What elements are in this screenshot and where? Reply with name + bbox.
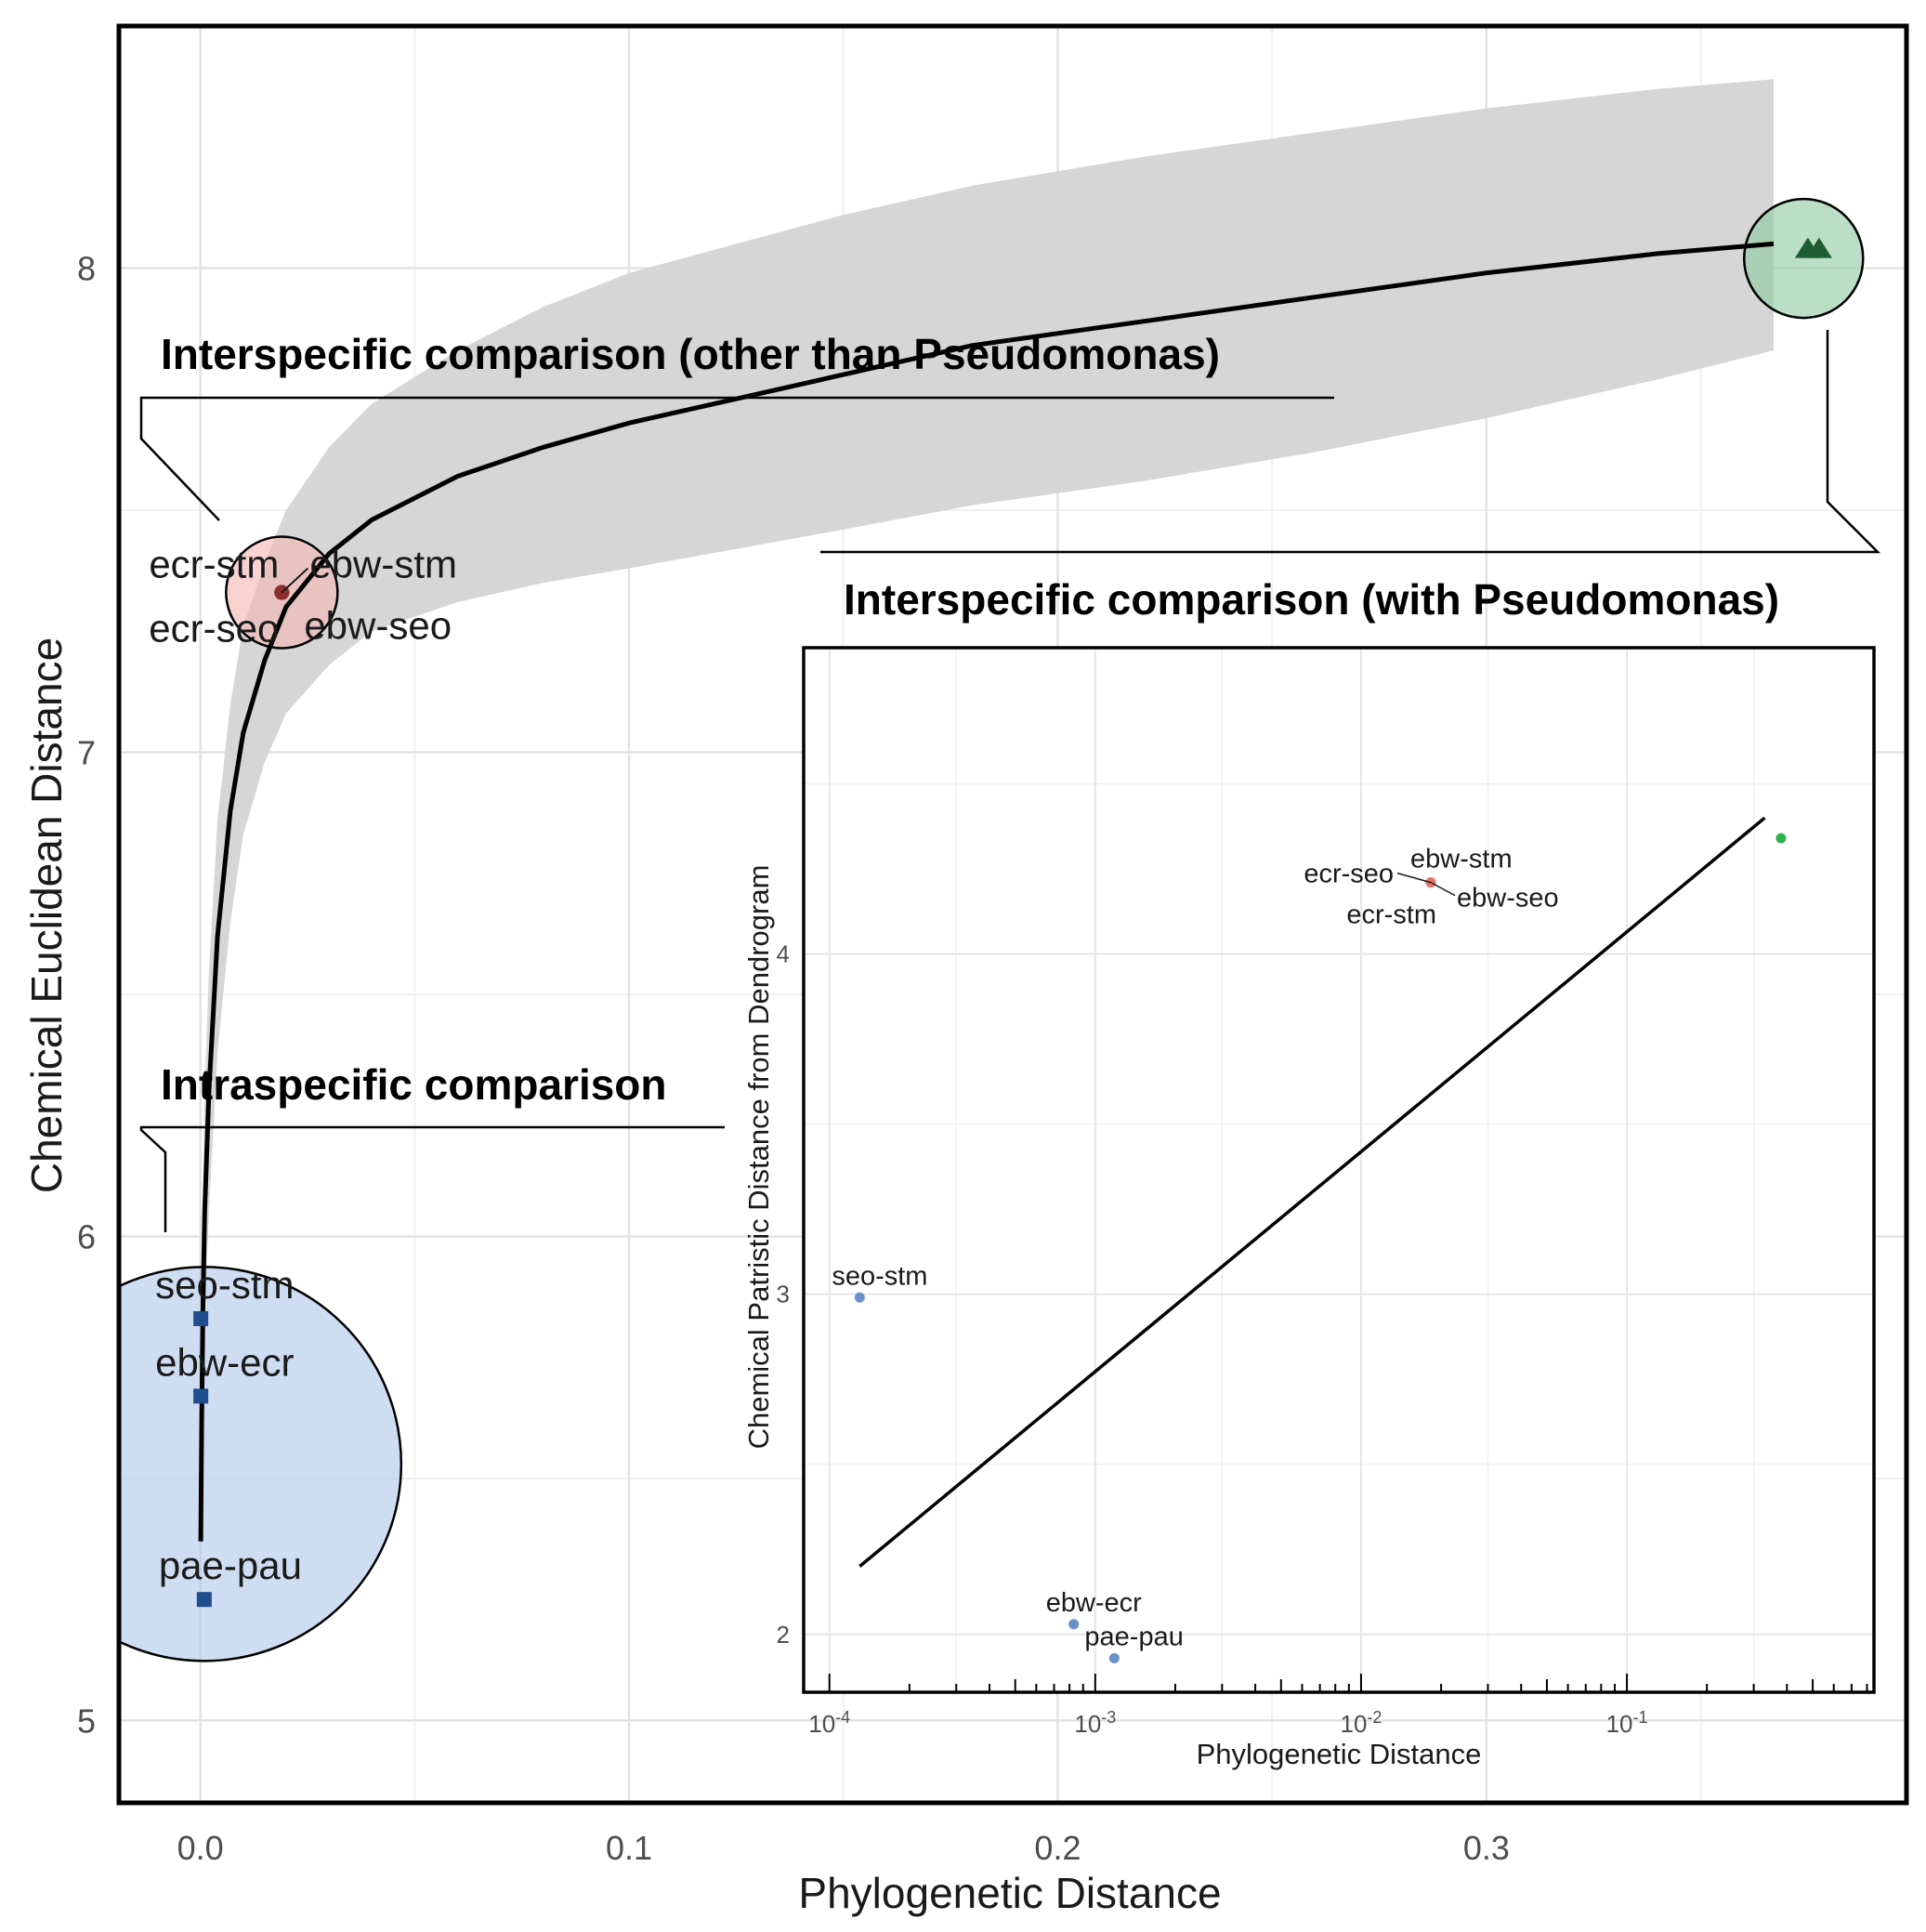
inset-label-leader	[1396, 872, 1432, 884]
inset-y-axis-title: Chemical Patristic Distance from Dendrog…	[742, 865, 775, 1450]
inset-panel-border	[802, 646, 1876, 1694]
inset-chart: seo-stm ebw-ecr pae-pau ecr-seo ebw-stm ebw-s…	[742, 646, 1876, 1770]
label-leader	[281, 567, 309, 594]
inset-y-tick-label: 3	[777, 1281, 790, 1308]
point-label: ebw-stm	[309, 543, 457, 586]
inset-point-label: seo-stm	[832, 1261, 927, 1291]
confidence-ribbon	[201, 79, 1775, 1624]
x-tick-label: 0.1	[606, 1829, 652, 1867]
x-tick-label: 0.3	[1463, 1829, 1510, 1867]
point-label: seo-stm	[155, 1263, 294, 1307]
x-axis-ticks: 0.0 0.1 0.2 0.3	[177, 1829, 1510, 1867]
y-tick-label: 8	[77, 249, 96, 287]
annotation-intraspecific: Intraspecific comparison	[161, 1060, 667, 1109]
bracket-interspecific-pseudomonas	[820, 330, 1881, 554]
point-label: pae-pau	[159, 1544, 302, 1587]
confidence-ribbon-area	[201, 79, 1775, 1624]
x-axis-title: Phylogenetic Distance	[798, 1869, 1221, 1917]
main-panel-border	[116, 23, 1909, 1806]
y-tick-label: 6	[77, 1217, 96, 1255]
y-axis-ticks: 5 6 7 8	[77, 249, 96, 1740]
inset-x-axis-ticks: 10-4 10-3 10-2 10-1	[808, 1708, 1647, 1738]
point-label: ebw-ecr	[155, 1340, 294, 1384]
inset-label-leader	[1430, 881, 1456, 897]
point-labels: seo-stm ebw-ecr pae-pau ecr-stm ebw-stm ecr-s…	[149, 543, 457, 1588]
y-axis-title: Chemical Euclidean Distance	[22, 637, 71, 1193]
data-point-square	[193, 1388, 209, 1404]
inset-x-tick-label: 10-2	[1340, 1708, 1382, 1738]
inset-point-label: ebw-stm	[1410, 845, 1513, 874]
y-tick-label: 5	[77, 1702, 96, 1740]
bracket-interspecific-other	[139, 396, 1334, 521]
annotation-brackets	[139, 330, 1881, 1232]
inset-x-tick-label: 10-4	[808, 1708, 850, 1738]
data-point-square	[196, 1592, 212, 1608]
inset-log-minor-ticks	[828, 1674, 1868, 1692]
y-tick-label: 7	[77, 733, 96, 771]
point-label: ecr-seo	[149, 607, 279, 651]
inset-y-tick-label: 4	[777, 940, 790, 968]
inset-point-label: ebw-seo	[1457, 884, 1559, 913]
data-point-triangle	[1805, 237, 1832, 258]
x-tick-label: 0.2	[1034, 1829, 1081, 1867]
inset-point-labels: seo-stm ebw-ecr pae-pau ecr-seo ebw-stm ebw-s…	[832, 845, 1558, 1652]
x-tick-label: 0.0	[177, 1829, 224, 1867]
inset-x-tick-label: 10-1	[1606, 1708, 1648, 1738]
inset-data-point	[1108, 1652, 1120, 1663]
inset-data-point	[1775, 833, 1787, 844]
inset-y-axis-ticks: 2 3 4	[777, 940, 790, 1649]
annotation-interspecific-pseudomonas: Interspecific comparison (with Pseudomon…	[844, 575, 1779, 624]
point-label: ecr-stm	[149, 543, 279, 586]
point-label: ebw-seo	[304, 604, 452, 648]
inset-y-tick-label: 2	[777, 1621, 790, 1649]
inset-x-axis-title: Phylogenetic Distance	[1197, 1738, 1482, 1770]
inset-point-label: ecr-seo	[1304, 860, 1394, 889]
inset-point-label: ebw-ecr	[1046, 1588, 1142, 1618]
inset-point-label: ecr-stm	[1346, 900, 1436, 930]
inset-point-label: pae-pau	[1084, 1622, 1183, 1651]
inset-data-points	[854, 833, 1787, 1663]
inset-data-point	[854, 1292, 865, 1303]
inset-x-tick-label: 10-3	[1074, 1708, 1116, 1738]
inset-data-point	[1068, 1619, 1080, 1630]
data-point-square	[193, 1311, 209, 1327]
highlight-circle	[1743, 197, 1865, 320]
annotation-interspecific-other: Interspecific comparison (other than Pse…	[161, 330, 1220, 378]
inset-fit-line	[858, 816, 1766, 1568]
fit-line	[198, 241, 1775, 1542]
highlight-circles	[119, 197, 1865, 1663]
bracket-intraspecific	[139, 1125, 725, 1232]
